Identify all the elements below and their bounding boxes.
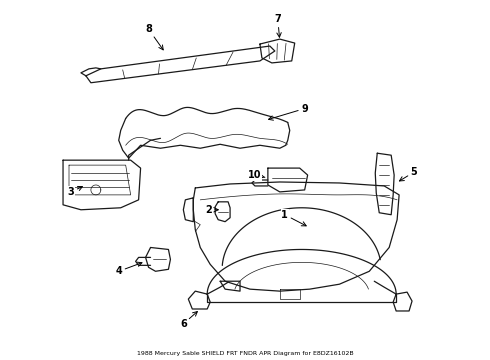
Text: 3: 3 xyxy=(68,186,82,197)
Text: 10: 10 xyxy=(248,170,265,180)
Text: 4: 4 xyxy=(115,262,142,276)
Text: 1: 1 xyxy=(281,210,306,226)
Text: 6: 6 xyxy=(180,311,197,329)
Text: 8: 8 xyxy=(145,24,163,50)
Text: 9: 9 xyxy=(269,104,308,120)
Text: 5: 5 xyxy=(399,167,417,181)
Text: 1988 Mercury Sable SHIELD FRT FNDR APR Diagram for E8DZ16102B: 1988 Mercury Sable SHIELD FRT FNDR APR D… xyxy=(137,351,353,356)
Text: 7: 7 xyxy=(274,14,281,37)
Text: 2: 2 xyxy=(205,205,218,215)
